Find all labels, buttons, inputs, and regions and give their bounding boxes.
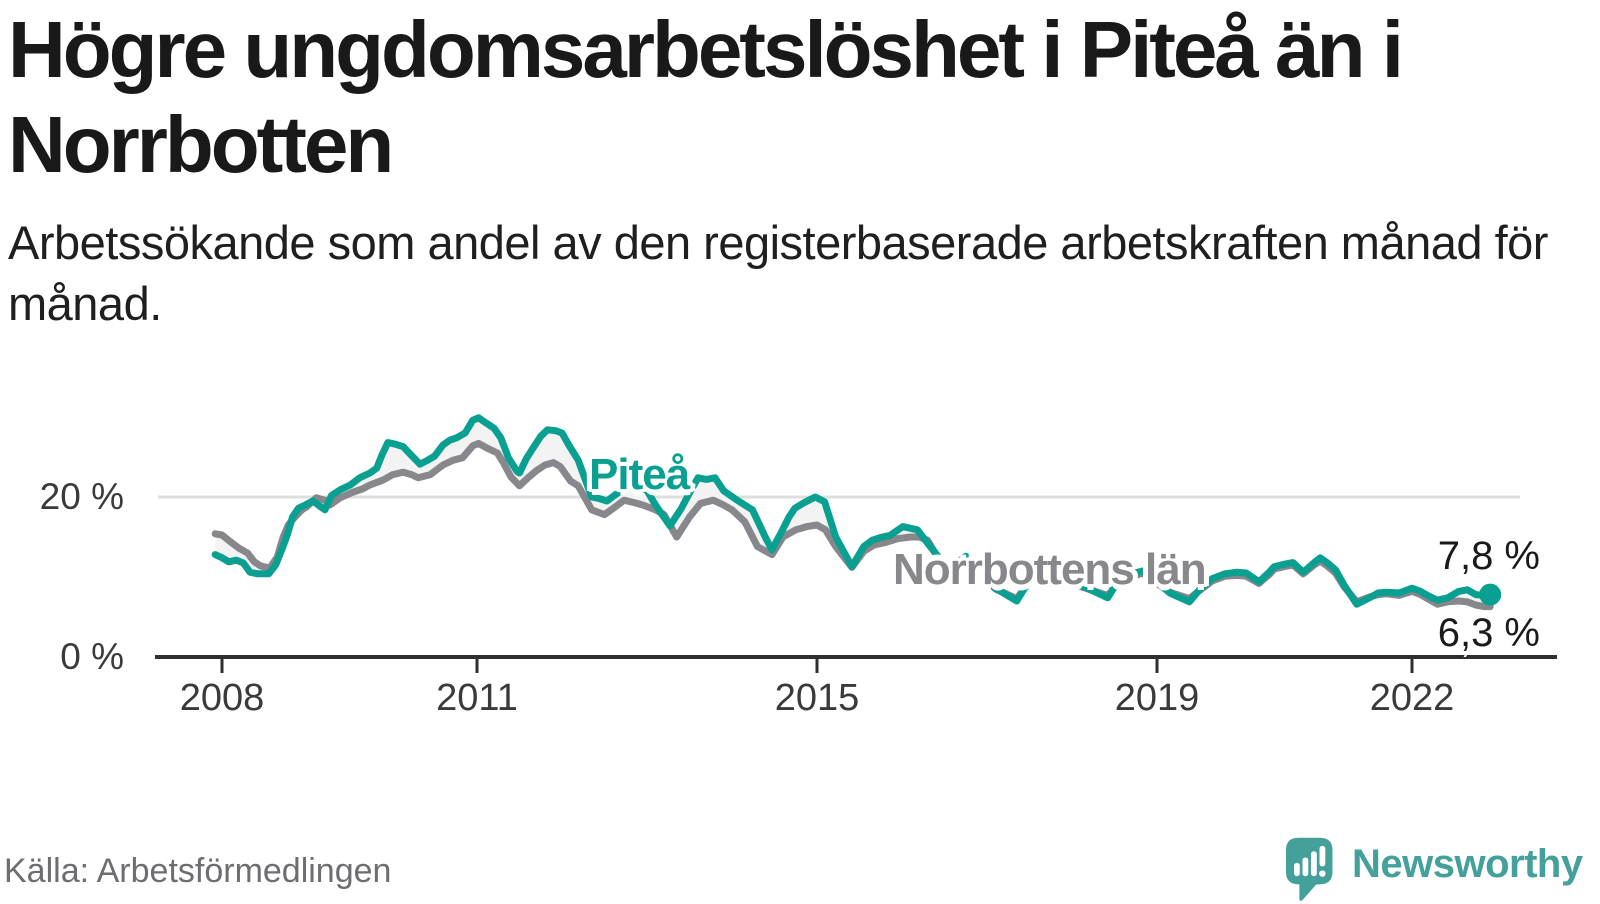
x-tick-label: 2015 (774, 677, 860, 719)
series-label-norrbottens-lan: Norrbottens län (893, 545, 1207, 594)
source-note: Källa: Arbetsförmedlingen (4, 852, 392, 890)
series-label-pitea: Piteå (589, 450, 690, 499)
end-value-pitea: 7,8 % (1437, 534, 1540, 578)
newsworthy-logo[interactable]: Newsworthy (1284, 836, 1583, 901)
x-tick-label: 2022 (1369, 677, 1455, 719)
page-subtitle: Arbetssökande som andel av den registerb… (8, 216, 1548, 330)
line-pitea (211, 414, 1494, 608)
x-tick-label: 2008 (179, 677, 265, 719)
y-tick-label: 0 % (60, 636, 124, 677)
y-tick-label: 20 % (39, 476, 124, 517)
newsworthy-logo-icon (1285, 837, 1333, 901)
end-value-norrbottens-lan: 6,3 % (1437, 611, 1540, 655)
end-dot-pitea (1479, 583, 1502, 606)
newsworthy-wordmark: Newsworthy (1352, 842, 1583, 886)
x-tick-label: 2011 (436, 677, 518, 719)
page-title: Högre ungdomsarbetslöshet i Piteå än i N… (8, 5, 1404, 189)
band-between-series (215, 417, 1491, 607)
x-tick-label: 2019 (1114, 677, 1200, 719)
